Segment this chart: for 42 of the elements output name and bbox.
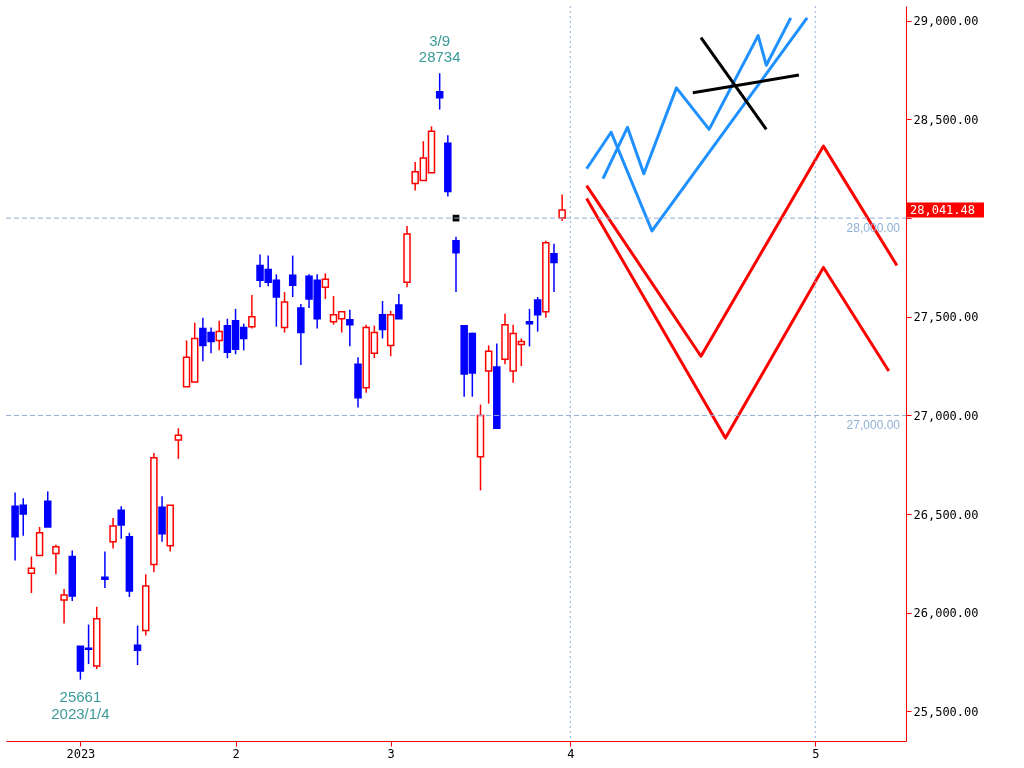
candlestick: [117, 505, 125, 540]
candlestick: [101, 550, 109, 589]
candlestick: [395, 293, 403, 320]
y-tick-label: 26,500.00: [913, 507, 979, 522]
y-tick-label: 27,000.00: [913, 408, 979, 423]
x-tick-label: 2023: [66, 746, 96, 761]
candlestick: [109, 517, 117, 550]
candlestick: [452, 236, 460, 293]
x-tick-label: 4: [567, 746, 575, 761]
candlestick: [484, 344, 493, 405]
y-tick-label: 29,000.00: [913, 14, 979, 29]
annotation: 28734: [418, 48, 461, 66]
candlestick: [133, 624, 142, 666]
candlestick: [435, 72, 444, 111]
y-tick-label: 25,500.00: [913, 704, 979, 719]
candlestick: [27, 555, 36, 594]
y-tick-label: 28,500.00: [913, 112, 979, 127]
candlestick: [378, 300, 387, 340]
candlestick: [533, 296, 542, 333]
candlestick: [248, 294, 256, 330]
candlestick: [52, 543, 60, 576]
y-tick-label: 27,500.00: [913, 310, 979, 325]
candlestick: [346, 309, 354, 348]
ref-line-label: 27,000.00: [846, 418, 901, 433]
annotation: 25661: [59, 687, 102, 705]
y-tick-label: 26,000.00: [913, 606, 979, 621]
annotation: 2023/1/4: [51, 704, 110, 722]
annotation: 3/9: [429, 32, 451, 50]
candlestick: [558, 193, 566, 222]
candlestick: [215, 319, 223, 352]
candlestick: [288, 254, 297, 298]
candlestick: [35, 526, 44, 557]
candlestick: [174, 427, 183, 460]
line-series: [585, 144, 899, 358]
candlestick: [60, 588, 68, 625]
candlestick: [550, 243, 558, 293]
x-tick-label: 2: [232, 746, 240, 761]
x-tick-label: 5: [812, 746, 820, 761]
x-tick-label: 3: [387, 746, 395, 761]
text: 28,041.48: [910, 202, 976, 217]
candlestick: [321, 272, 330, 300]
line-series: [585, 16, 809, 233]
